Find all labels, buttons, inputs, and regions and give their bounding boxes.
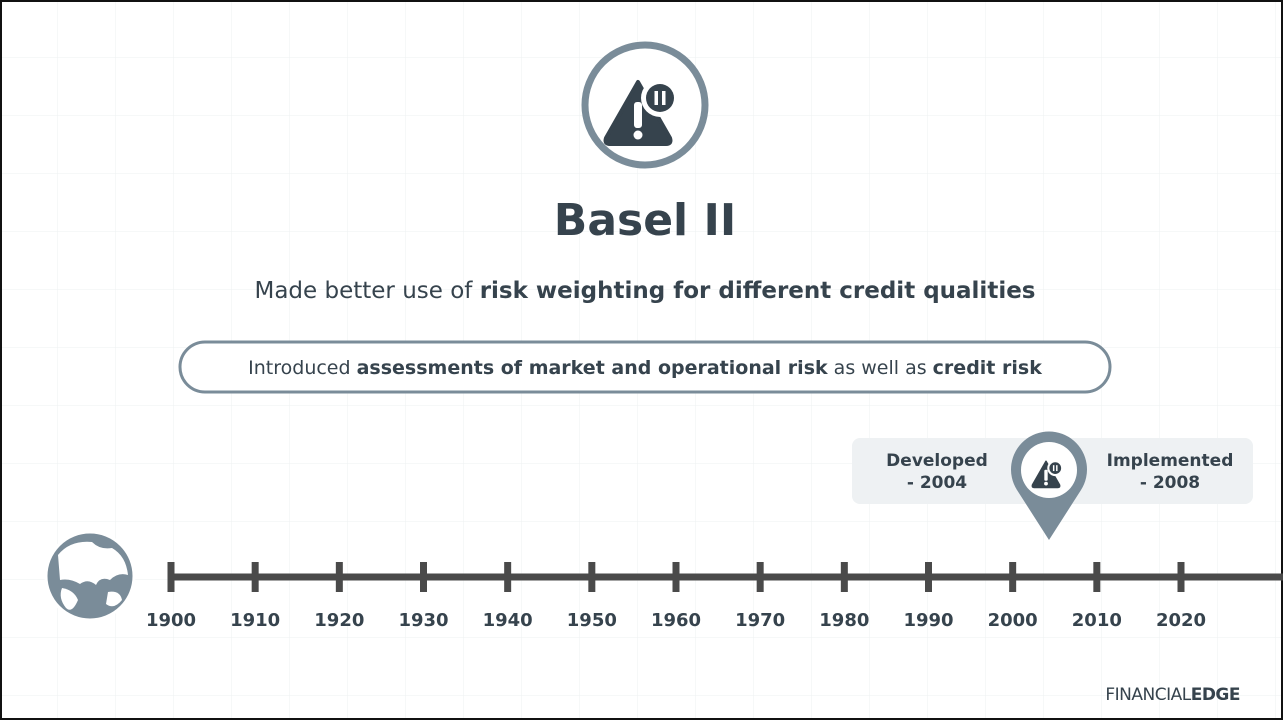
pin-right-line: - 2008 <box>1140 473 1200 493</box>
text-segment: as well as <box>828 357 933 379</box>
text-segment: FINANCIAL <box>1105 685 1191 705</box>
year-label: 1950 <box>567 610 617 631</box>
year-label: 1990 <box>903 610 953 631</box>
year-label: 1970 <box>735 610 785 631</box>
year-label: 1960 <box>651 610 701 631</box>
year-label: 1920 <box>314 610 364 631</box>
text-segment: assessments of market and operational ri… <box>357 357 828 379</box>
year-label: 2010 <box>1072 610 1122 631</box>
year-label: 1940 <box>483 610 533 631</box>
year-label: 2020 <box>1156 610 1206 631</box>
text-segment: credit risk <box>933 357 1043 379</box>
year-label: 1900 <box>146 610 196 631</box>
year-label: 1910 <box>230 610 280 631</box>
pin-left-line: - 2004 <box>907 473 967 493</box>
pin-right-line: Implemented <box>1107 451 1234 471</box>
text-segment: risk weighting for different credit qual… <box>480 278 1036 304</box>
callout-box <box>178 340 1112 394</box>
year-label: 1930 <box>398 610 448 631</box>
text-segment: EDGE <box>1191 685 1240 705</box>
pin-left-line: Developed <box>886 451 988 471</box>
globe <box>44 530 136 622</box>
title: Basel II <box>554 195 736 246</box>
year-label: 2000 <box>988 610 1038 631</box>
callout-text: Introduced assessments of market and ope… <box>248 357 1042 379</box>
logo: FINANCIALEDGE <box>1105 685 1240 705</box>
text-segment: Made better use of <box>254 278 479 304</box>
subtitle: Made better use of risk weighting for di… <box>254 278 1035 304</box>
year-label: 1980 <box>819 610 869 631</box>
text-segment: Introduced <box>248 357 356 379</box>
